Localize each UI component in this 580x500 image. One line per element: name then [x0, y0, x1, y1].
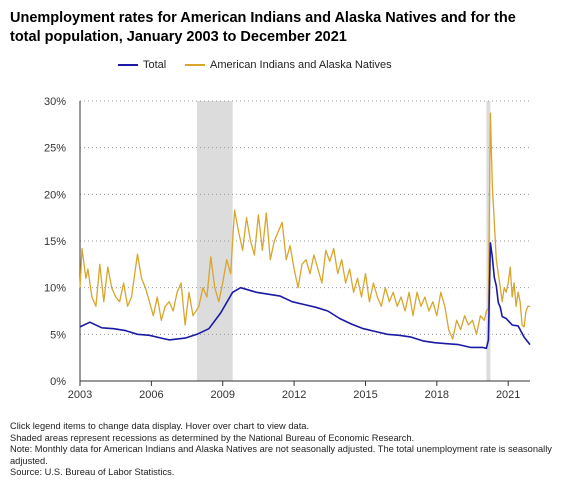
x-tick-label: 2003 [68, 389, 92, 401]
note-recessions: Shaded areas represent recessions as det… [10, 432, 415, 443]
note-interaction: Click legend items to change data displa… [10, 421, 310, 431]
note-seasonal-adjustment: Note: Monthly data for American Indians … [10, 444, 552, 466]
x-tick-label: 2006 [139, 389, 163, 401]
x-tick-label: 2012 [282, 389, 306, 401]
y-tick-label: 5% [50, 329, 66, 341]
y-tick-label: 25% [44, 143, 66, 155]
y-tick-label: 0% [50, 376, 66, 388]
legend-swatch-aian [185, 64, 205, 66]
y-tick-label: 10% [44, 283, 66, 295]
plot-area[interactable]: 0% 5% 10% 15% 20% 25% 30% 2003 2006 2009 2012 2015 2… [0, 0, 580, 420]
legend-item-aian[interactable]: American Indians and Alaska Natives [185, 56, 392, 74]
chart-title: Unemployment rates for American Indians … [10, 10, 516, 45]
x-tick-label: 2009 [210, 389, 234, 401]
chart-legend: Total American Indians and Alaska Native… [0, 56, 580, 74]
y-tick-label: 20% [44, 189, 66, 201]
note-source: Source: U.S. Bureau of Labor Statistics. [10, 467, 175, 478]
recession-shade-1 [196, 101, 233, 381]
chart-notes: Click legend items to change data displa… [10, 421, 565, 479]
y-tick-label: 30% [44, 96, 66, 108]
y-tick-label: 15% [44, 236, 66, 248]
x-tick-label: 2021 [496, 389, 520, 401]
legend-label-aian: American Indians and Alaska Natives [210, 59, 392, 71]
series-line-total [79, 242, 531, 350]
x-tick-label: 2018 [425, 389, 449, 401]
legend-swatch-total [118, 64, 138, 66]
x-tick-label: 2015 [353, 389, 377, 401]
legend-item-total[interactable]: Total [118, 56, 166, 74]
legend-label-total: Total [143, 59, 167, 71]
